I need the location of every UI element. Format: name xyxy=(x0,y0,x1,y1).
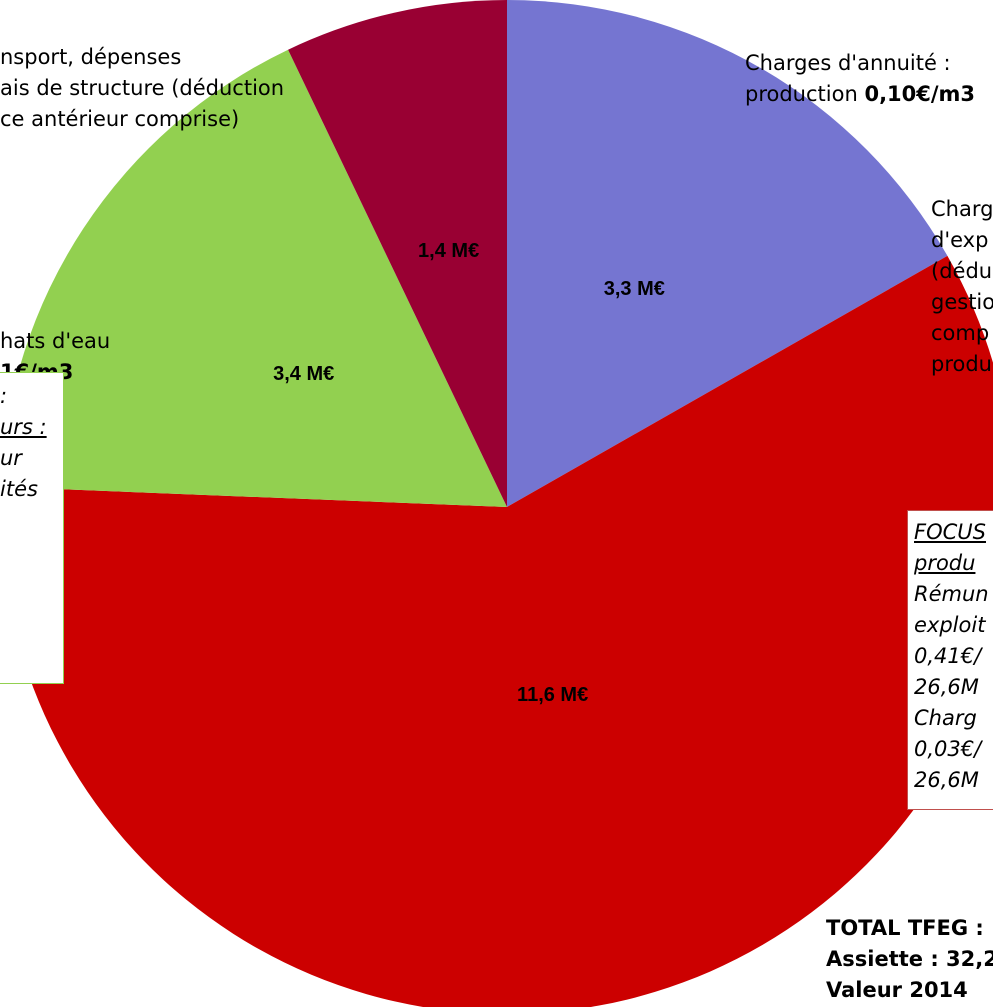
focus-box: FOCUS produ Rémun exploit 0,41€/ 26,6M C… xyxy=(907,510,993,810)
left-note-line4: ités xyxy=(0,477,38,501)
label-annuity-value: 0,10€/m3 xyxy=(864,82,976,106)
label-transport-line2: ais de structure (déduction xyxy=(0,76,285,100)
label-exploit-line2: d'exp xyxy=(931,228,989,252)
focus-line4: exploit xyxy=(914,613,986,637)
focus-line1: FOCUS xyxy=(914,520,986,544)
left-note-line2: urs : xyxy=(0,415,47,439)
total-line3: Valeur 2014 xyxy=(826,978,968,1002)
label-exploit-line1: Charg xyxy=(931,197,993,221)
pie-slice-2 xyxy=(0,255,993,1007)
label-annuity-line1: Charges d'annuité : xyxy=(745,51,951,75)
label-transport-line3: ce antérieur comprise) xyxy=(0,107,240,131)
label-exploit-line3: (dédu xyxy=(931,259,993,283)
label-exploit-line4: gestio xyxy=(931,290,993,314)
left-note-box: : urs : ur ités xyxy=(0,372,64,684)
focus-line2: produ xyxy=(914,551,976,575)
focus-line8: 0,03€/ xyxy=(914,737,982,761)
total-line2: Assiette : 32,2 xyxy=(826,947,993,971)
pie-value-label-3: 3,4 M€ xyxy=(273,363,334,385)
focus-line6: 26,6M xyxy=(914,675,979,699)
label-exploit-line6: produ xyxy=(931,352,992,376)
focus-line7: Charg xyxy=(914,706,977,730)
focus-line3: Rémun xyxy=(914,582,989,606)
pie-slice-1 xyxy=(507,0,948,507)
total-line1: TOTAL TFEG : xyxy=(826,916,984,940)
pie-value-label-1: 3,3 M€ xyxy=(604,278,665,300)
label-achats-line1: hats d'eau xyxy=(0,329,111,353)
focus-line5: 0,41€/ xyxy=(914,644,982,668)
label-annuity-line2: production 0,10€/m3 xyxy=(745,79,975,110)
label-exploit-line5: comp xyxy=(931,321,990,345)
pie-value-label-4: 1,4 M€ xyxy=(418,240,479,262)
label-transport-line1: nsport, dépenses xyxy=(0,45,182,69)
pie-value-label-2: 11,6 M€ xyxy=(517,684,588,706)
focus-line9: 26,6M xyxy=(914,768,979,792)
left-note-line3: ur xyxy=(0,446,22,470)
label-annuity-prefix: production xyxy=(745,82,858,106)
pie-slice-3 xyxy=(0,49,508,507)
left-note-line1: : xyxy=(0,384,8,408)
pie-slice-4 xyxy=(288,0,507,507)
